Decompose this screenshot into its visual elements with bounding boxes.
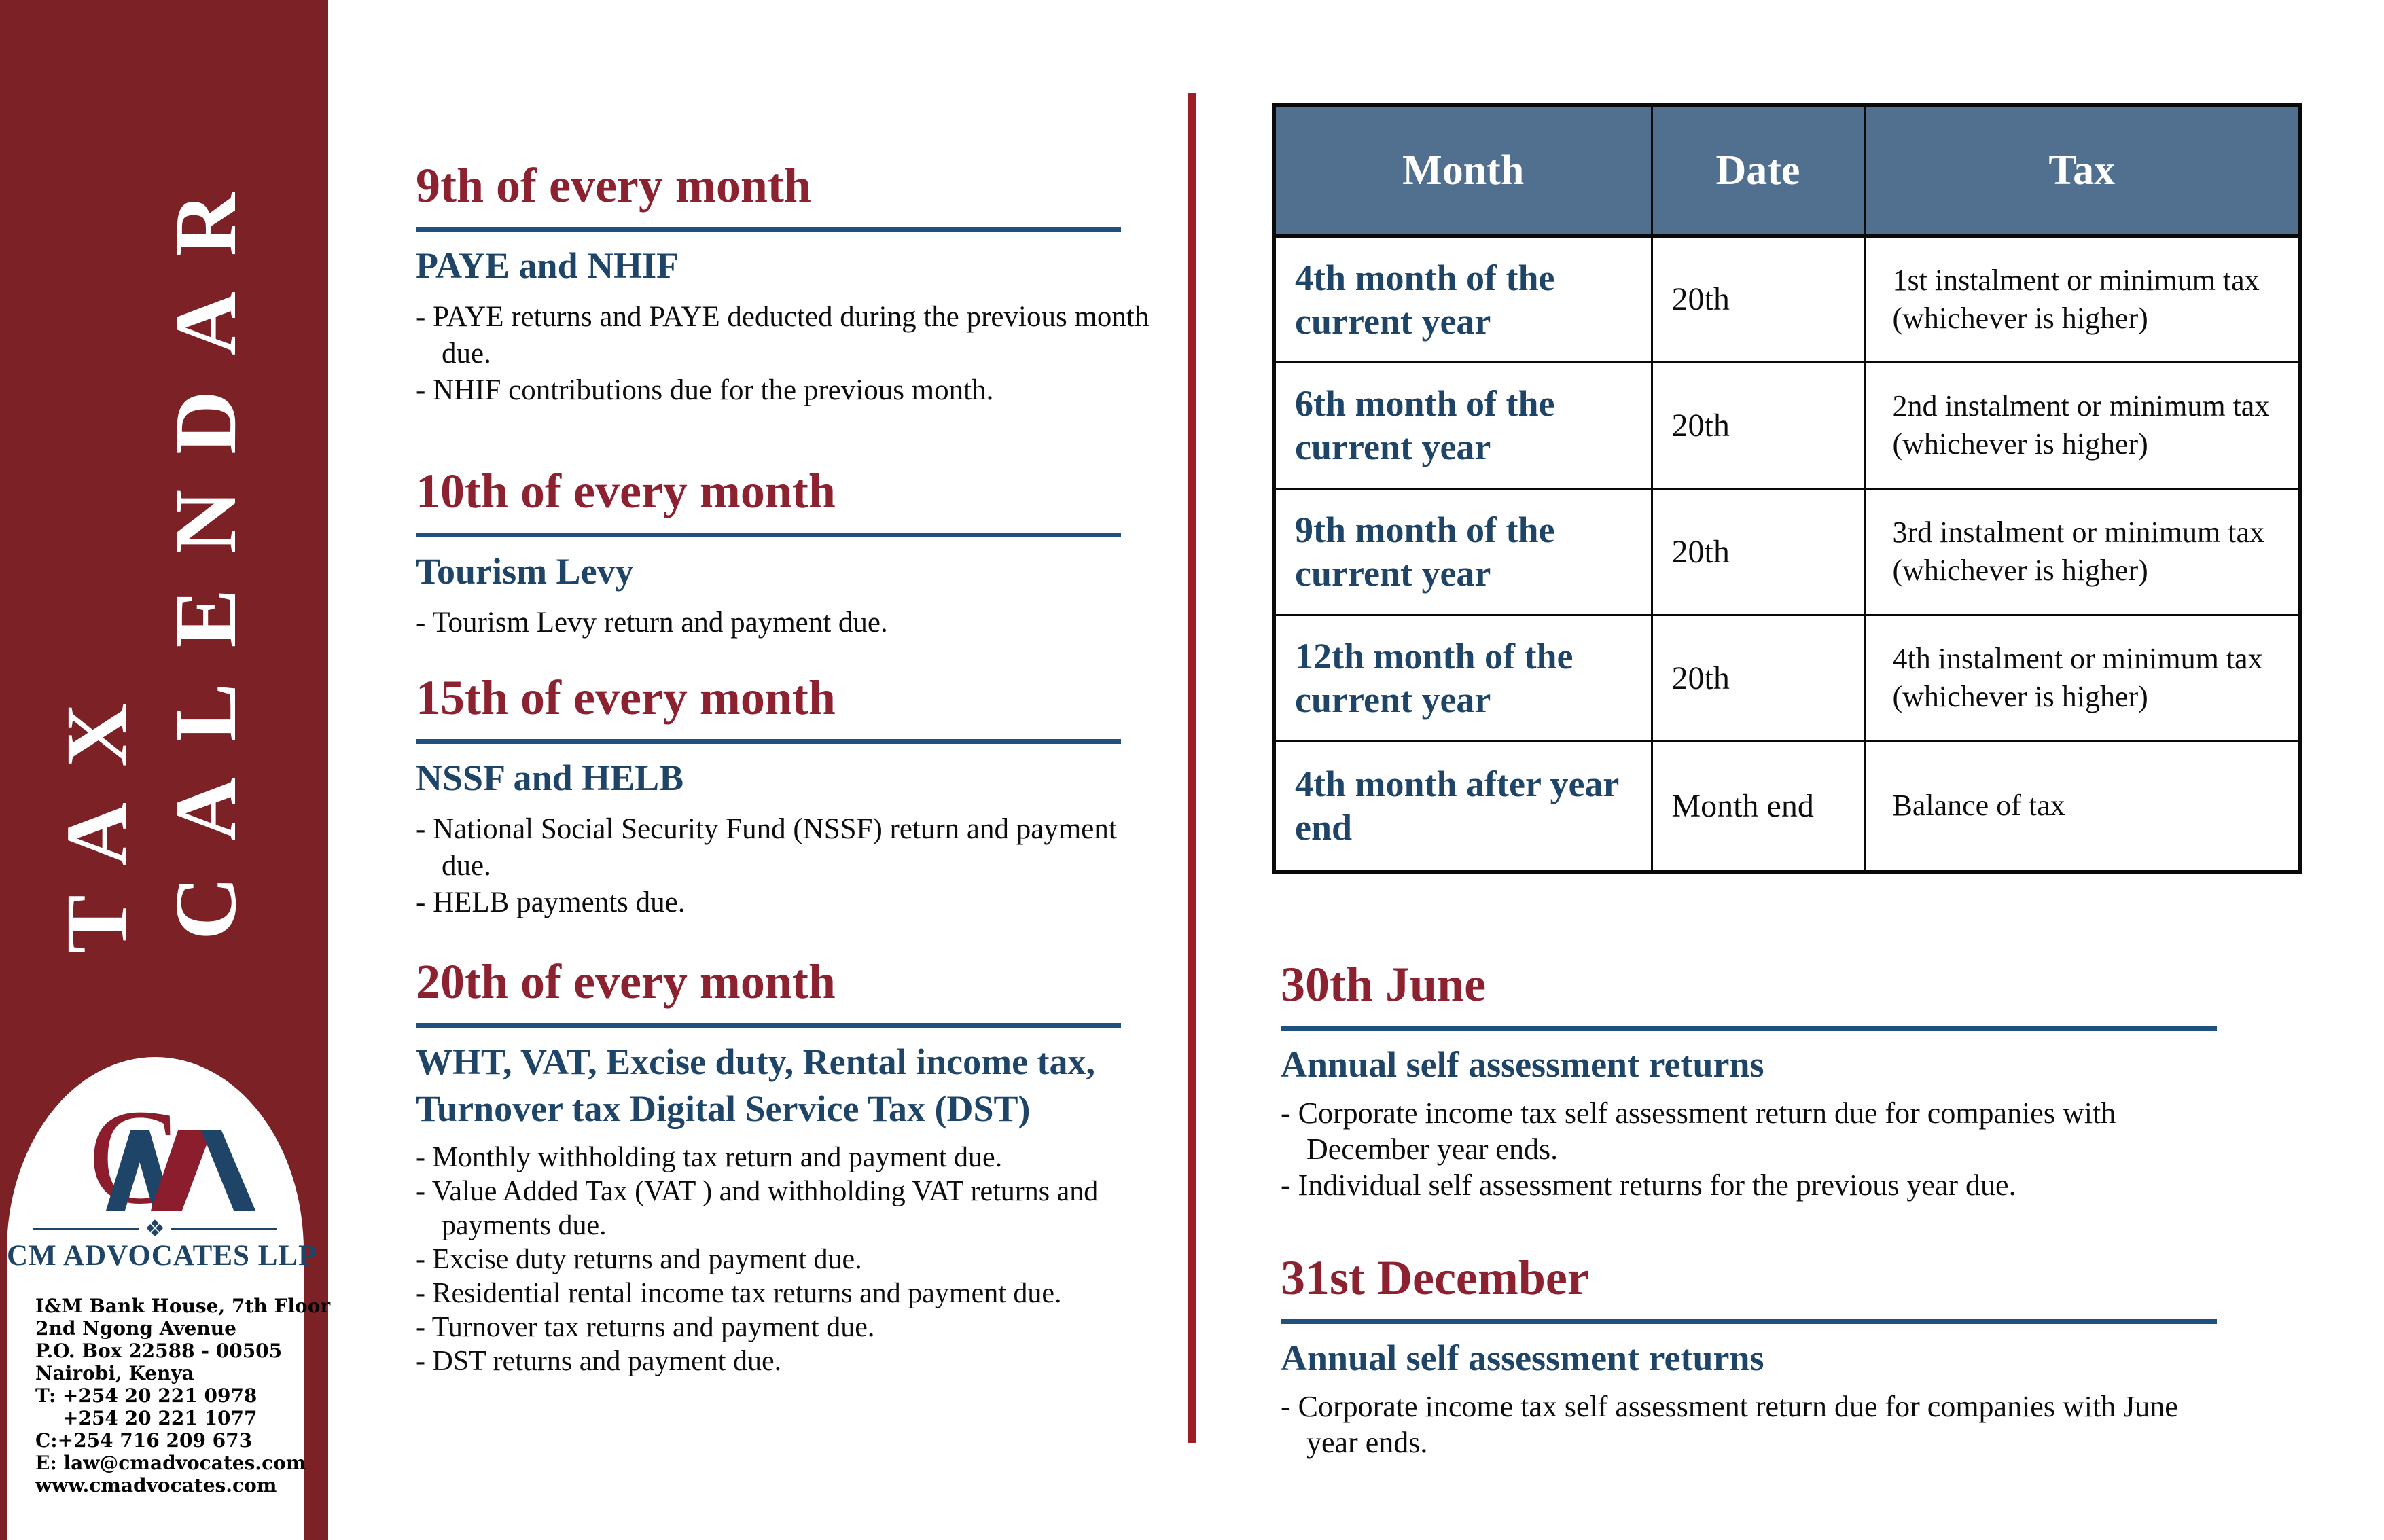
section-heading: 20th of every month [416,954,836,1009]
section-bullets: - National Social Security Fund (NSSF) r… [416,811,1169,921]
bullet-item: - Turnover tax returns and payment due. [416,1311,875,1343]
cell-date: 20th [1650,487,1866,616]
section-10th-of-month: 10th of every month Tourism Levy - Touri… [416,464,1169,641]
cell-month: 12th month of the current year [1273,613,1653,742]
cell-tax: 2nd instalment or minimum tax (whichever… [1863,361,2302,490]
table-row: 9th month of the current year 20th 3rd i… [1273,487,2302,616]
section-heading: 10th of every month [416,464,836,518]
section-subheading: NSSF and HELB [416,757,684,798]
section-rule [416,1022,1121,1028]
cell-date: Month end [1650,740,1866,873]
contact-line-address2: 2nd Ngong Avenue [35,1317,236,1340]
contact-line-address1: I&M Bank House, 7th Floor [35,1295,331,1317]
section-30th-june: 30th June Annual self assessment returns… [1281,959,2232,1203]
logo-divider-rule: ❖ [33,1215,278,1242]
vertical-title-calendar: CALENDAR [157,157,255,940]
logo-rule-left [33,1228,139,1230]
cell-date: 20th [1650,234,1866,363]
bullet-item: - Corporate income tax self assessment r… [1281,1389,2178,1459]
section-subheading: Tourism Levy [416,550,634,592]
bullet-item: - NHIF contributions due for the previou… [416,374,994,406]
cell-tax: 1st instalment or minimum tax (whichever… [1863,234,2302,363]
bullet-item: - Monthly withholding tax return and pay… [416,1141,1003,1173]
section-9th-of-month: 9th of every month PAYE and NHIF - PAYE … [416,160,1169,409]
logo-rule-right [171,1228,278,1230]
section-subheading: Annual self assessment returns [1281,1337,1764,1378]
table-row: 12th month of the current year 20th 4th … [1273,613,2302,742]
section-15th-of-month: 15th of every month NSSF and HELB - Nati… [416,670,1169,921]
cell-tax: Balance of tax [1863,740,2302,873]
section-heading: 30th June [1281,957,1487,1011]
section-subheading: PAYE and NHIF [416,245,679,286]
contact-block: I&M Bank House, 7th Floor 2nd Ngong Aven… [35,1295,331,1497]
section-subheading: Annual self assessment returns [1281,1043,1764,1085]
section-bullets: - Corporate income tax self assessment r… [1281,1389,2232,1461]
section-bullets: - Monthly withholding tax return and pay… [416,1141,1169,1378]
column-header-tax: Tax [1863,104,2302,238]
contact-line-phone1: T: +254 20 221 0978 [35,1384,257,1407]
cell-month: 6th month of the current year [1273,361,1653,490]
section-31st-december: 31st December Annual self assessment ret… [1281,1251,2232,1461]
section-bullets: - PAYE returns and PAYE deducted during … [416,299,1169,409]
bullet-item: - Individual self assessment returns for… [1281,1168,2016,1202]
bullet-item: - Value Added Tax (VAT ) and withholding… [416,1175,1099,1241]
contact-line-city: Nairobi, Kenya [35,1362,194,1384]
section-bullets: - Corporate income tax self assessment r… [1281,1095,2232,1203]
section-20th-of-month: 20th of every month WHT, VAT, Excise dut… [416,956,1169,1378]
instalment-tax-table: Month Date Tax 4th month of the current … [1272,103,2302,874]
section-heading: 15th of every month [416,670,836,725]
table-row: 4th month of the current year 20th 1st i… [1273,234,2302,363]
section-subheading: WHT, VAT, Excise duty, Rental income tax… [416,1041,1096,1129]
cell-tax: 4th instalment or minimum tax (whichever… [1863,613,2302,742]
contact-line-phone2: +254 20 221 1077 [63,1407,257,1429]
cell-month: 4th month of the current year [1273,234,1653,363]
section-heading: 9th of every month [416,158,811,213]
bullet-item: - National Social Security Fund (NSSF) r… [416,812,1117,882]
table-row: 4th month after year end Month end Balan… [1273,740,2302,873]
section-heading: 31st December [1281,1251,1589,1305]
section-bullets: - Tourism Levy return and payment due. [416,605,1169,641]
cm-monogram-icon: C [88,1092,255,1218]
logo-arch-panel [7,1057,304,1540]
table-header-row: Month Date Tax [1273,104,2302,238]
table-row: 6th month of the current year 20th 2nd i… [1273,361,2302,490]
bullet-item: - PAYE returns and PAYE deducted during … [416,300,1150,370]
bullet-item: - DST returns and payment due. [416,1345,782,1377]
bullet-item: - HELB payments due. [416,886,686,918]
section-rule [416,532,1121,537]
bullet-item: - Residential rental income tax returns … [416,1277,1062,1309]
bullet-item: - Tourism Levy return and payment due. [416,606,888,639]
section-rule [1281,1319,2217,1324]
cm-advocates-logo: C [87,1092,257,1218]
section-rule [416,738,1121,744]
cell-tax: 3rd instalment or minimum tax (whichever… [1863,487,2302,616]
contact-line-website: www.cmadvocates.com [35,1474,277,1497]
column-header-date: Date [1650,104,1866,238]
cell-date: 20th [1650,361,1866,490]
vertical-title-tax: TAX [48,668,146,954]
cell-date: 20th [1650,613,1866,742]
section-rule [1281,1025,2217,1031]
vertical-divider-rule [1188,93,1196,1443]
logo-wordmark: CM ADVOCATES LLP [7,1240,317,1272]
section-rule [416,226,1121,232]
cell-month: 9th month of the current year [1273,487,1653,616]
contact-line-pobox: P.O. Box 22588 - 00505 [35,1340,283,1362]
bullet-item: - Excise duty returns and payment due. [416,1243,862,1275]
logo-ornament-icon: ❖ [144,1215,166,1242]
cell-month: 4th month after year end [1273,740,1653,873]
contact-line-cell: C:+254 716 209 673 [35,1429,253,1452]
column-header-month: Month [1273,104,1653,238]
bullet-item: - Corporate income tax self assessment r… [1281,1096,2116,1166]
contact-line-email: E: law@cmadvocates.com [35,1452,306,1474]
